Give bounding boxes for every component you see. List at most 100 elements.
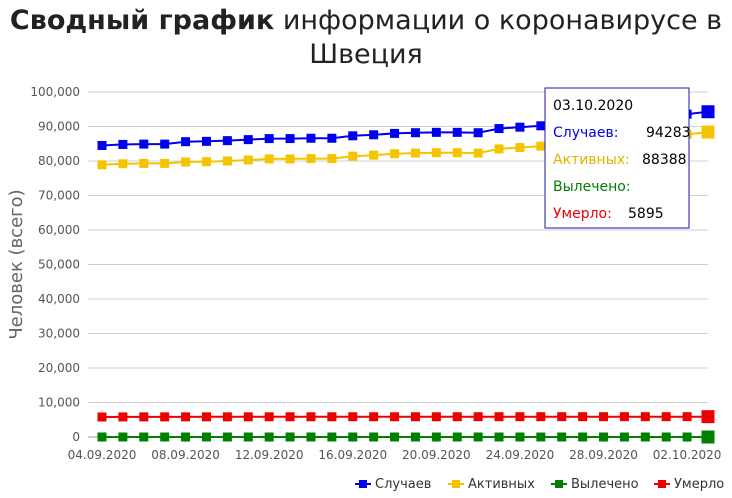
data-point-4[interactable] [494,412,504,422]
data-point-1[interactable] [139,139,149,149]
data-point-4[interactable] [369,412,379,422]
data-point-3[interactable] [139,432,149,442]
data-point-3[interactable] [306,432,316,442]
data-point-4[interactable] [536,412,546,422]
data-point-4[interactable] [473,412,483,422]
data-point-3[interactable] [536,432,546,442]
data-point-4[interactable] [578,412,588,422]
legend-label[interactable]: Умерло [674,477,724,492]
data-point-3[interactable] [701,430,715,444]
data-point-2[interactable] [181,157,191,167]
data-point-4[interactable] [452,412,462,422]
data-point-3[interactable] [160,432,170,442]
data-point-4[interactable] [285,412,295,422]
data-point-3[interactable] [640,432,650,442]
data-point-3[interactable] [264,432,274,442]
data-point-2[interactable] [348,151,358,161]
data-point-2[interactable] [285,154,295,164]
data-point-2[interactable] [515,143,525,153]
data-point-3[interactable] [452,432,462,442]
data-point-2[interactable] [473,148,483,158]
legend-label[interactable]: Случаев [375,477,431,492]
data-point-1[interactable] [118,139,128,149]
data-point-1[interactable] [494,124,504,134]
data-point-3[interactable] [473,432,483,442]
data-point-2[interactable] [410,148,420,158]
data-point-2[interactable] [390,149,400,159]
data-point-4[interactable] [118,412,128,422]
data-point-2[interactable] [431,148,441,158]
data-point-4[interactable] [701,410,715,424]
data-point-1[interactable] [390,128,400,138]
data-point-2[interactable] [201,157,211,167]
data-point-1[interactable] [243,135,253,145]
data-point-3[interactable] [97,432,107,442]
data-point-1[interactable] [97,140,107,150]
data-point-4[interactable] [327,412,337,422]
data-point-4[interactable] [515,412,525,422]
data-point-4[interactable] [222,412,232,422]
data-point-3[interactable] [369,432,379,442]
data-point-3[interactable] [661,432,671,442]
data-point-4[interactable] [264,412,274,422]
data-point-2[interactable] [306,154,316,164]
legend-label[interactable]: Активных [468,477,535,492]
data-point-4[interactable] [201,412,211,422]
data-point-4[interactable] [619,412,629,422]
data-point-1[interactable] [285,134,295,144]
legend-label[interactable]: Вылечено [571,477,639,492]
data-point-1[interactable] [348,131,358,141]
data-point-2[interactable] [369,150,379,160]
data-point-1[interactable] [181,137,191,147]
data-point-1[interactable] [201,136,211,146]
data-point-3[interactable] [285,432,295,442]
data-point-2[interactable] [222,156,232,166]
data-point-2[interactable] [118,159,128,169]
data-point-4[interactable] [682,412,692,422]
data-point-4[interactable] [139,412,149,422]
data-point-1[interactable] [473,128,483,138]
data-point-2[interactable] [452,148,462,158]
data-point-4[interactable] [557,412,567,422]
data-point-3[interactable] [557,432,567,442]
data-point-3[interactable] [515,432,525,442]
data-point-4[interactable] [599,412,609,422]
data-point-1[interactable] [327,133,337,143]
data-point-3[interactable] [599,432,609,442]
data-point-3[interactable] [390,432,400,442]
data-point-4[interactable] [431,412,441,422]
data-point-4[interactable] [243,412,253,422]
data-point-3[interactable] [118,432,128,442]
data-point-4[interactable] [181,412,191,422]
data-point-1[interactable] [160,139,170,149]
data-point-1[interactable] [306,133,316,143]
data-point-3[interactable] [682,432,692,442]
data-point-1[interactable] [515,122,525,132]
data-point-3[interactable] [243,432,253,442]
data-point-4[interactable] [640,412,650,422]
data-point-4[interactable] [348,412,358,422]
data-point-4[interactable] [390,412,400,422]
data-point-2[interactable] [160,158,170,168]
data-point-3[interactable] [431,432,441,442]
data-point-3[interactable] [348,432,358,442]
data-point-4[interactable] [160,412,170,422]
data-point-2[interactable] [536,141,546,151]
data-point-2[interactable] [97,160,107,170]
data-point-3[interactable] [201,432,211,442]
data-point-1[interactable] [264,134,274,144]
data-point-2[interactable] [701,125,715,139]
data-point-2[interactable] [264,154,274,164]
data-point-3[interactable] [494,432,504,442]
data-point-1[interactable] [536,121,546,131]
data-point-3[interactable] [578,432,588,442]
data-point-1[interactable] [369,130,379,140]
data-point-3[interactable] [619,432,629,442]
data-point-1[interactable] [410,128,420,138]
data-point-1[interactable] [452,127,462,137]
data-point-1[interactable] [431,127,441,137]
data-point-1[interactable] [701,105,715,119]
data-point-3[interactable] [222,432,232,442]
data-point-2[interactable] [243,155,253,165]
